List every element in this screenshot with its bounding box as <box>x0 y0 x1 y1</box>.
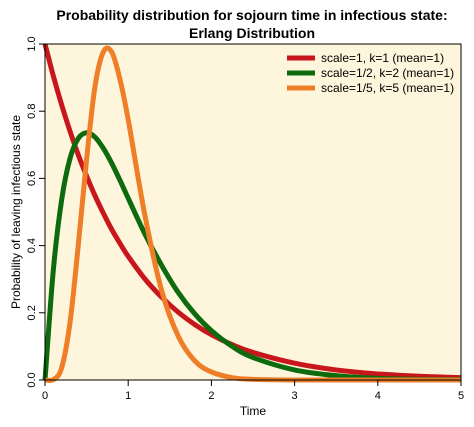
chart-title: Probability distribution for sojourn tim… <box>56 7 447 23</box>
y-tick-label: 0.0 <box>26 372 38 387</box>
chart-subtitle: Erlang Distribution <box>189 25 315 41</box>
axes-layer: 0 1 2 3 4 5 0.0 0.2 0.4 0.6 0.8 1.0 <box>26 36 464 402</box>
x-tick-label: 0 <box>42 390 48 402</box>
legend: scale=1, k=1 (mean=1)scale=1/2, k=2 (mea… <box>287 51 454 95</box>
y-tick-label: 0.4 <box>26 238 38 253</box>
legend-label-1: scale=1, k=1 (mean=1) <box>321 51 444 65</box>
x-tick-label: 5 <box>458 390 464 402</box>
y-tick-label: 1.0 <box>26 36 38 51</box>
x-tick-label: 4 <box>375 390 381 402</box>
y-tick-label: 0.8 <box>26 104 38 119</box>
x-tick-label: 3 <box>292 390 298 402</box>
y-axis-label: Probability of leaving infectious state <box>9 115 23 309</box>
legend-label-2: scale=1/2, k=2 (mean=1) <box>321 66 454 80</box>
legend-label-3: scale=1/5, k=5 (mean=1) <box>321 81 454 95</box>
x-tick-label: 2 <box>208 390 214 402</box>
y-tick-label: 0.6 <box>26 171 38 186</box>
y-tick-label: 0.2 <box>26 305 38 320</box>
plot-frame <box>44 43 462 381</box>
x-axis-label: Time <box>240 404 267 418</box>
series-line-2 <box>42 130 462 383</box>
x-tick-label: 1 <box>125 390 131 402</box>
plot-area <box>45 44 461 380</box>
